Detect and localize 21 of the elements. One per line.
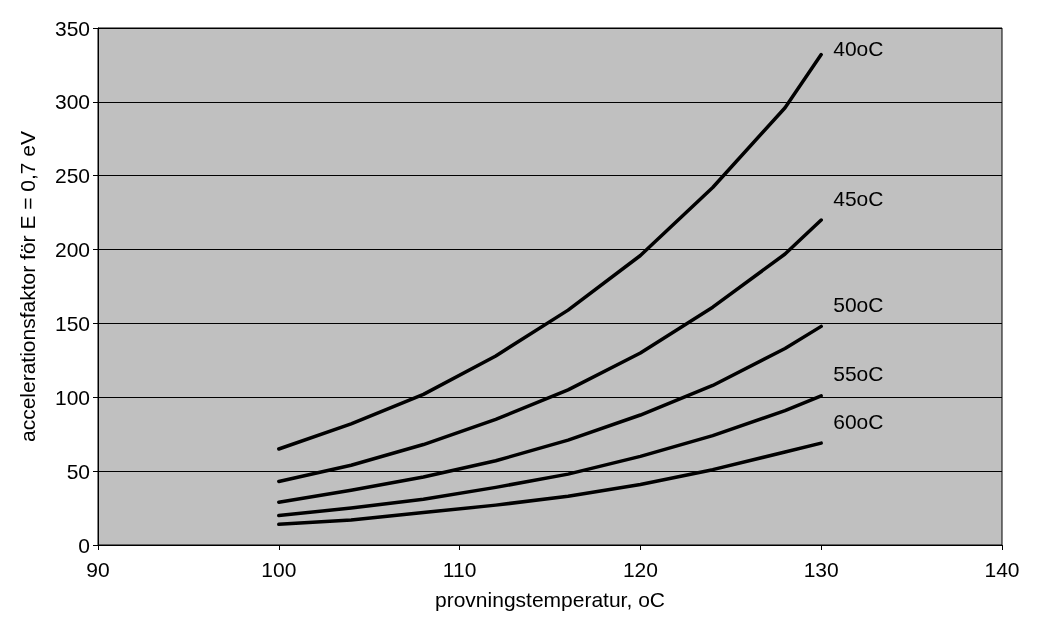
series-label: 50oC bbox=[833, 292, 884, 316]
y-tick-label: 200 bbox=[54, 238, 90, 262]
series-label: 60oC bbox=[833, 409, 884, 433]
y-tick-label: 350 bbox=[54, 16, 90, 40]
y-tick-label: 50 bbox=[66, 459, 90, 483]
series-label: 40oC bbox=[833, 37, 884, 61]
x-tick-label: 110 bbox=[442, 558, 477, 581]
x-tick-label: 140 bbox=[984, 558, 1020, 581]
y-tick-label: 150 bbox=[54, 311, 90, 335]
x-tick-label: 100 bbox=[261, 558, 297, 581]
y-tick-label: 250 bbox=[54, 164, 90, 188]
series-label: 45oC bbox=[833, 186, 884, 210]
x-axis-title: provningstemperatur, oC bbox=[435, 588, 665, 611]
series-label: 55oC bbox=[833, 362, 884, 386]
y-tick-label: 100 bbox=[54, 385, 90, 409]
y-tick-label: 300 bbox=[54, 90, 90, 114]
y-axis-title: accelerationsfaktor för E = 0,7 eV bbox=[16, 130, 39, 443]
x-tick-label: 120 bbox=[622, 558, 658, 581]
x-tick-label: 90 bbox=[86, 558, 110, 581]
x-tick-label: 130 bbox=[803, 558, 839, 581]
y-tick-label: 0 bbox=[78, 533, 90, 557]
